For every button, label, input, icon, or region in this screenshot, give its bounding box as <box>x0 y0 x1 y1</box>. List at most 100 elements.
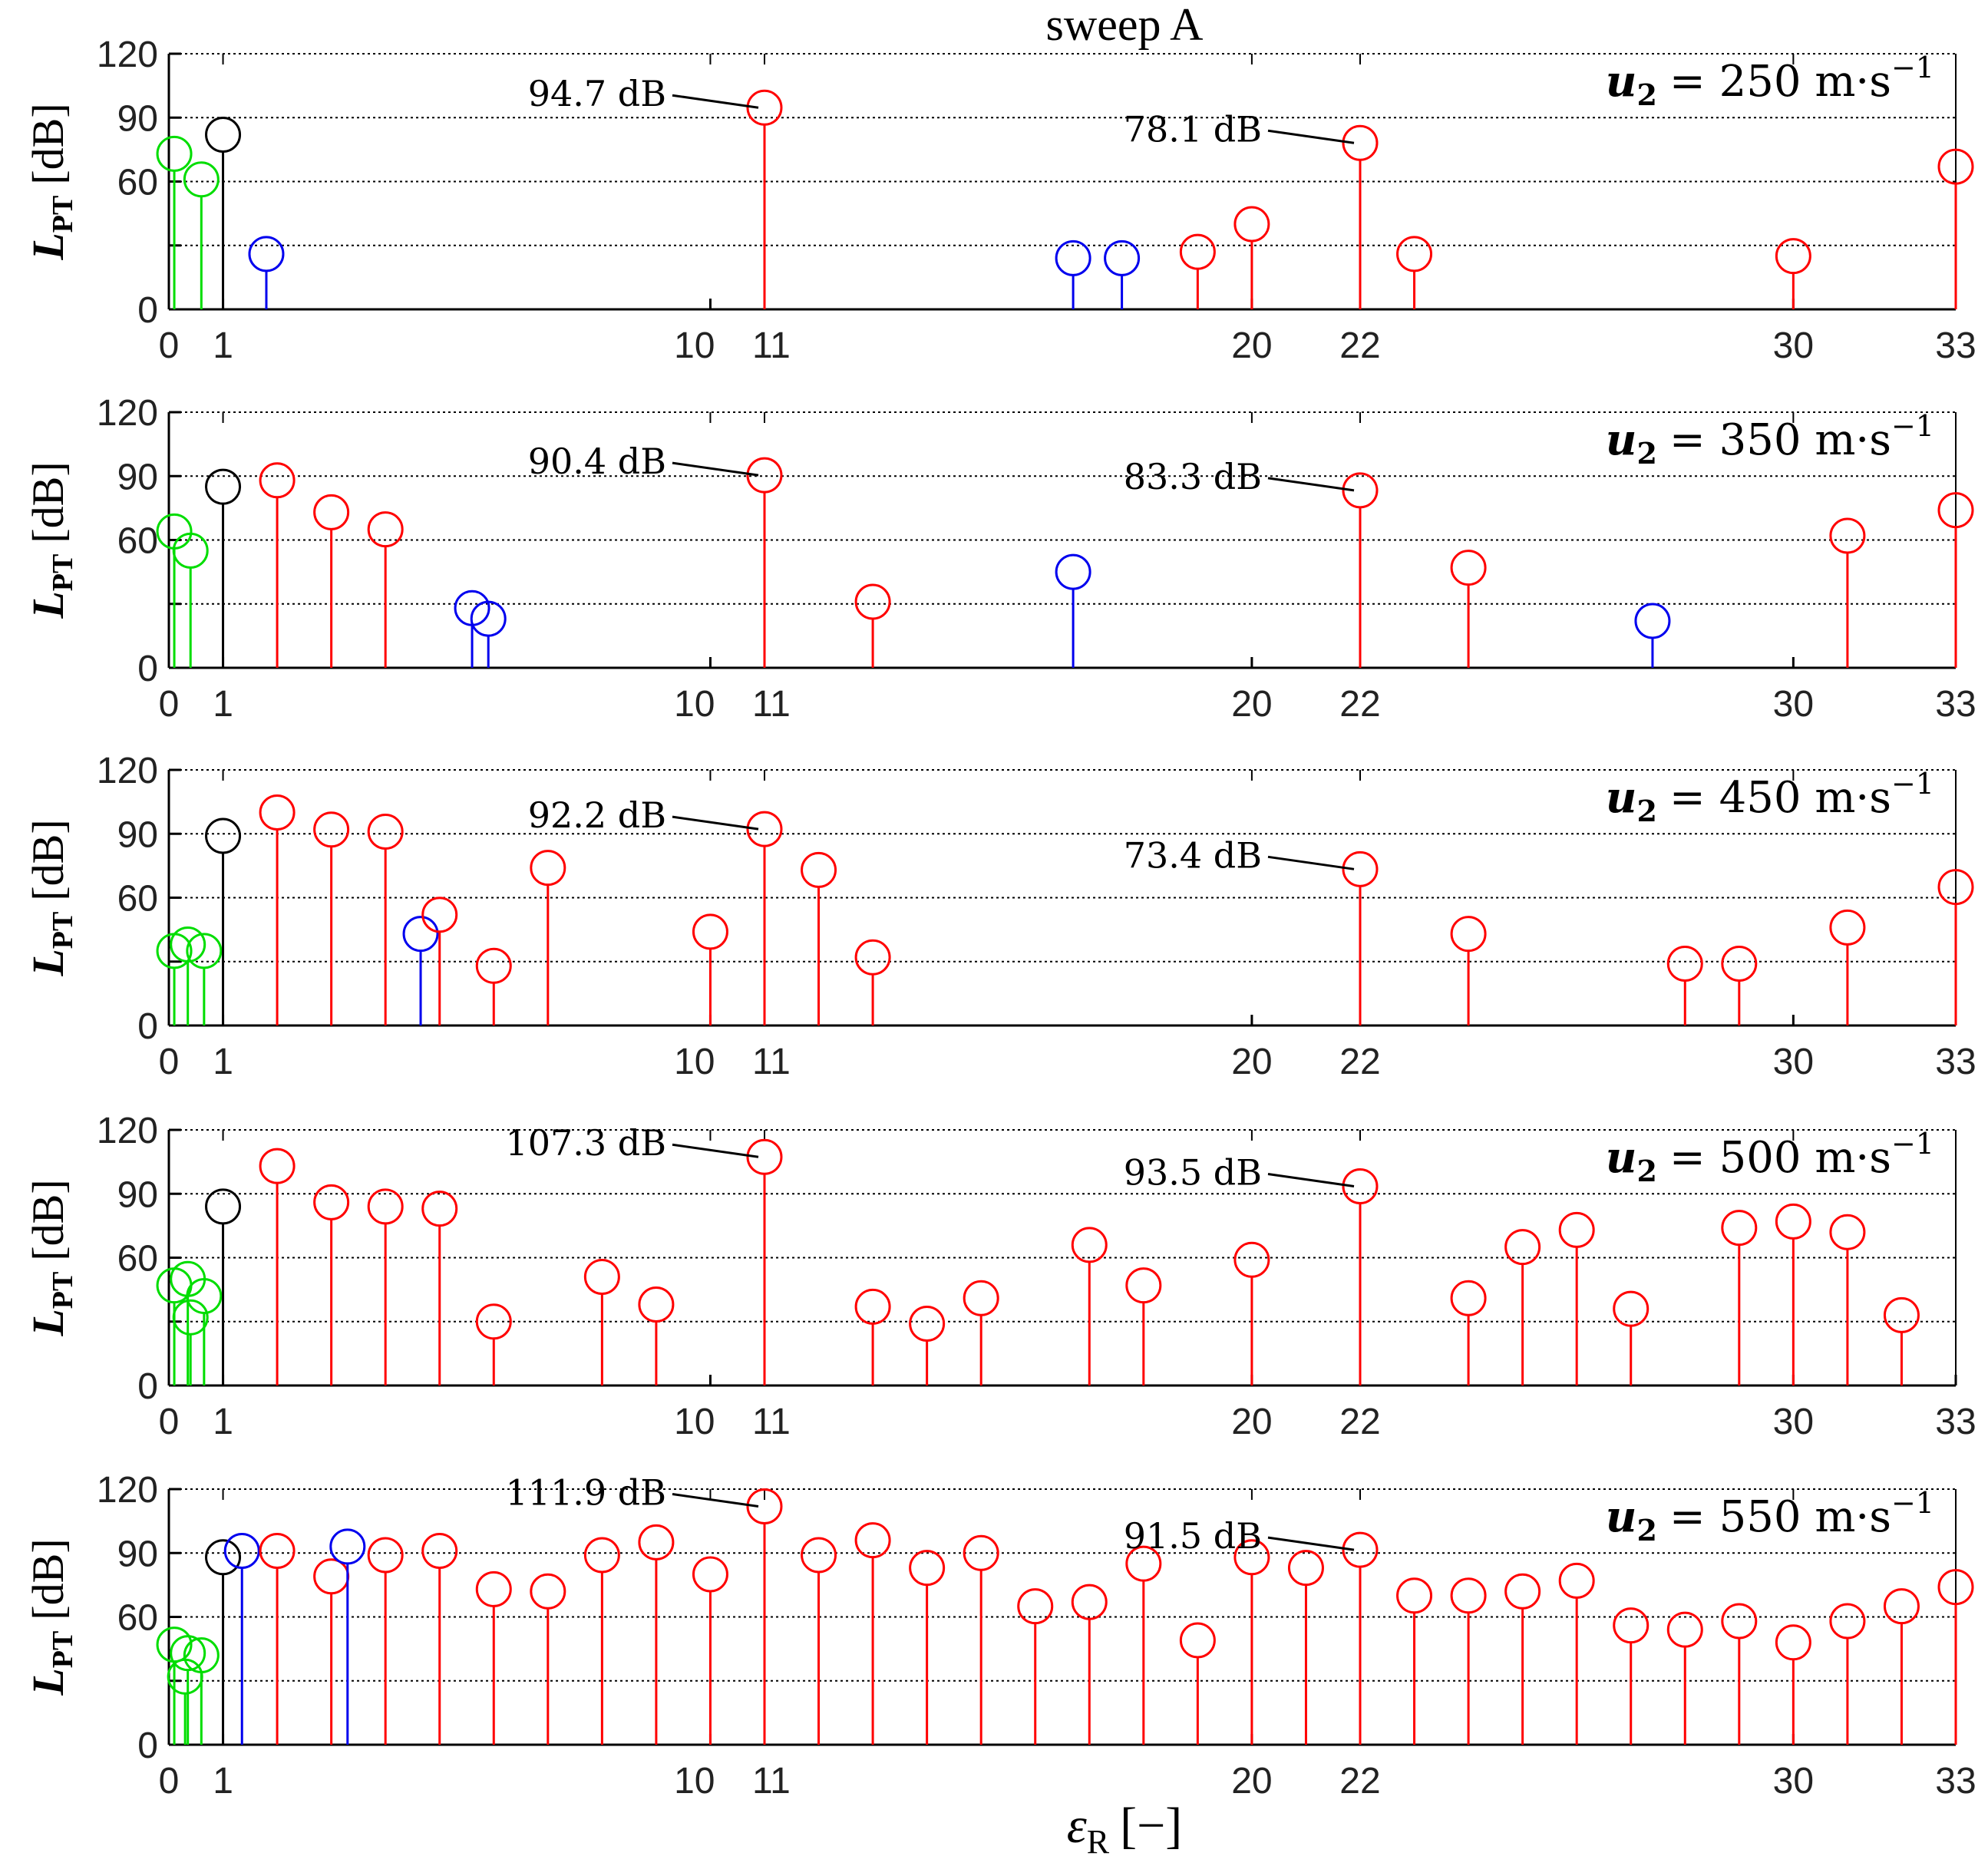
y-tick-label: 120 <box>97 751 158 791</box>
stem-marker <box>313 1558 350 1595</box>
y-axis-label: LPT [dB] <box>23 819 79 976</box>
x-tick-label: 22 <box>1339 325 1380 366</box>
x-tick-label: 33 <box>1935 684 1976 725</box>
stem-marker <box>746 1138 783 1175</box>
x-tick-label: 33 <box>1935 1761 1976 1802</box>
annotation-leader <box>672 1143 759 1158</box>
x-tick-label: 10 <box>674 1402 715 1442</box>
stem-marker <box>1613 1607 1650 1644</box>
stem-marker <box>1721 946 1758 983</box>
x-tick-label: 33 <box>1935 325 1976 366</box>
stem-marker <box>313 811 350 848</box>
x-tick-label: 10 <box>674 684 715 725</box>
stem-marker <box>1504 1573 1541 1610</box>
stem-marker <box>1233 1241 1270 1278</box>
y-tick-label: 60 <box>117 163 158 203</box>
stem-marker <box>1450 1280 1487 1316</box>
annotation-leader <box>1267 1173 1355 1188</box>
annotation-leader <box>672 1492 759 1508</box>
speed-label-var: u <box>1606 1491 1637 1542</box>
stem-marker <box>186 933 223 969</box>
stem-marker <box>421 1532 458 1569</box>
speed-label-exp: −1 <box>1891 1127 1934 1161</box>
stem-marker <box>170 1635 206 1672</box>
y-axis-label-main: L <box>23 1309 73 1336</box>
stem-marker <box>421 897 458 933</box>
y-tick-label: 120 <box>97 1470 158 1511</box>
stem-marker <box>1450 1577 1487 1614</box>
stem-marker <box>367 1537 404 1574</box>
speed-label-sub: 2 <box>1636 1154 1656 1188</box>
stem-marker <box>854 583 891 620</box>
speed-label: u2 = 500 m·s−1 <box>1606 1127 1934 1188</box>
stem-marker <box>1287 1550 1324 1587</box>
stem-marker <box>1504 1229 1541 1266</box>
stem-marker <box>259 1532 296 1569</box>
speed-label-sub: 2 <box>1636 436 1656 471</box>
x-tick-label: 22 <box>1339 1042 1380 1082</box>
stem-marker <box>583 1537 620 1574</box>
stem-marker <box>329 1528 366 1565</box>
speed-label-sub: 2 <box>1636 1513 1656 1547</box>
stem-marker <box>530 1573 566 1610</box>
y-axis-label-main: L <box>23 949 73 976</box>
y-tick-label: 120 <box>97 1111 158 1151</box>
annotation-label: 107.3 dB <box>505 1122 666 1164</box>
stem-marker <box>313 1184 350 1220</box>
stem-marker <box>205 1188 242 1225</box>
stem-marker <box>692 913 728 950</box>
y-axis-label-sub: PT <box>47 196 79 233</box>
stem-marker <box>1396 236 1433 272</box>
annotation-leader <box>1267 855 1355 870</box>
x-tick-label: 20 <box>1231 1402 1272 1442</box>
speed-label-value: = 250 m·s <box>1669 57 1891 107</box>
x-tick-label: 0 <box>159 325 180 366</box>
stem-marker <box>530 850 566 887</box>
stem-marker <box>963 1534 999 1571</box>
y-axis-label-unit: [dB] <box>23 103 73 184</box>
stem-marker <box>1775 1203 1811 1240</box>
stem-marker <box>1666 1611 1703 1648</box>
y-axis-label: LPT [dB] <box>23 1538 79 1696</box>
stem-marker <box>170 926 206 963</box>
y-tick-label: 90 <box>117 1174 158 1215</box>
stem-marker <box>638 1286 675 1323</box>
stem-marker <box>1396 1577 1433 1614</box>
stem-marker <box>1055 553 1091 590</box>
speed-label-exp: −1 <box>1891 51 1934 84</box>
stem-marker <box>402 916 439 953</box>
stem-marker <box>909 1550 946 1587</box>
x-tick-label: 20 <box>1231 1042 1272 1082</box>
x-tick-label: 30 <box>1773 1402 1814 1442</box>
x-axis-label: εR [−] <box>1067 1798 1183 1861</box>
stem-marker <box>167 1658 203 1695</box>
stem-marker <box>1450 550 1487 586</box>
speed-label-var: u <box>1606 1132 1637 1183</box>
stem-marker <box>963 1280 999 1316</box>
x-tick-label: 1 <box>213 1402 233 1442</box>
speed-label: u2 = 450 m·s−1 <box>1606 767 1934 828</box>
x-tick-label: 22 <box>1339 1402 1380 1442</box>
stem-marker <box>1342 850 1379 887</box>
stem-marker <box>1342 1531 1379 1568</box>
stem-marker <box>223 1532 260 1569</box>
stem-marker <box>475 1303 512 1340</box>
stem-marker <box>186 1277 223 1314</box>
stem-marker <box>1883 1296 1920 1333</box>
x-tick-label: 1 <box>213 325 233 366</box>
x-tick-label: 20 <box>1231 684 1272 725</box>
stem-marker <box>1125 1267 1162 1304</box>
stem-marker <box>367 813 404 850</box>
stem-marker <box>259 794 296 831</box>
stem-marker <box>183 161 220 198</box>
x-tick-label: 0 <box>159 1042 180 1082</box>
x-axis-label-main: ε <box>1067 1798 1087 1854</box>
stem-marker <box>156 135 193 172</box>
annotation-leader <box>1267 477 1355 492</box>
